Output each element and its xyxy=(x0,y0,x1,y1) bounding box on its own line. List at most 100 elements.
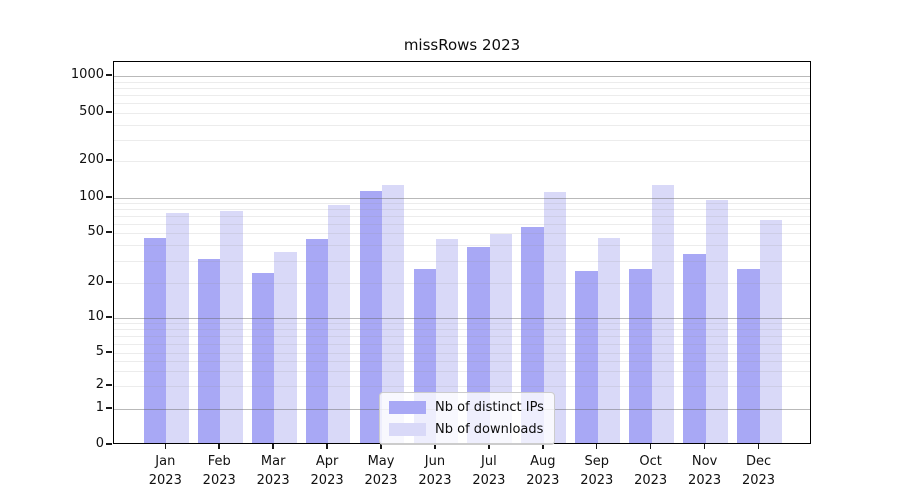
gridline-minor-400 xyxy=(114,124,810,126)
x-tick-label-mar: Mar 2023 xyxy=(256,454,290,488)
y-tick-label-2: 2 xyxy=(95,377,104,392)
chart-title: missRows 2023 xyxy=(403,36,521,54)
gridline-minor-600 xyxy=(114,103,810,105)
y-tick-label-100: 100 xyxy=(79,189,104,204)
gridline-minor-50 xyxy=(114,233,810,234)
gridline-minor-7 xyxy=(114,336,810,337)
x-tick-label-jul: Jul 2023 xyxy=(472,454,506,488)
bar-nb-of-distinct-ips-apr xyxy=(305,239,329,443)
x-tick-label-aug: Aug 2023 xyxy=(526,454,560,488)
x-tick-label-jun: Jun 2023 xyxy=(418,454,452,488)
gridline-minor-5 xyxy=(114,353,810,354)
bar-nb-of-distinct-ips-may xyxy=(359,190,382,443)
bar-nb-of-distinct-ips-sep xyxy=(575,271,598,443)
y-tick-mark-2 xyxy=(106,384,112,386)
y-tick-label-200: 200 xyxy=(79,152,104,167)
x-tick-label-oct: Oct 2023 xyxy=(634,454,668,488)
y-tick-mark-5 xyxy=(106,351,112,353)
x-tick-label-sep: Sep 2023 xyxy=(580,454,614,488)
plot-area: Nb of distinct IPs Nb of downloads xyxy=(113,61,811,445)
y-tick-mark-0 xyxy=(106,443,112,445)
gridline-major-1000 xyxy=(114,76,810,77)
bar-nb-of-distinct-ips-feb xyxy=(197,258,221,443)
y-tick-mark-20 xyxy=(106,281,112,283)
y-tick-mark-100 xyxy=(106,196,112,198)
y-tick-label-1000: 1000 xyxy=(70,67,104,82)
gridline-major-100 xyxy=(114,198,810,199)
gridline-minor-90 xyxy=(114,203,810,205)
gridline-minor-200 xyxy=(114,161,810,162)
bar-nb-of-downloads-may xyxy=(382,184,405,443)
bar-nb-of-downloads-mar xyxy=(274,252,297,443)
y-tick-label-1: 1 xyxy=(95,400,104,415)
y-tick-mark-1000 xyxy=(106,74,112,76)
gridline-minor-8 xyxy=(114,329,810,331)
y-tick-mark-10 xyxy=(106,316,112,318)
bar-nb-of-downloads-dec xyxy=(759,220,782,443)
x-tick-mark-jun xyxy=(434,444,436,449)
gridline-minor-900 xyxy=(114,81,810,83)
y-tick-mark-1 xyxy=(106,407,112,409)
bar-nb-of-distinct-ips-dec xyxy=(737,268,760,443)
gridline-minor-3 xyxy=(114,371,810,373)
x-tick-mark-dec xyxy=(757,444,760,449)
gridline-minor-60 xyxy=(114,223,810,225)
x-tick-mark-mar xyxy=(272,444,274,449)
bar-nb-of-distinct-ips-oct xyxy=(629,268,652,443)
y-tick-label-0: 0 xyxy=(95,436,104,451)
bar-nb-of-downloads-aug xyxy=(543,192,567,443)
gridline-minor-30 xyxy=(114,260,810,262)
x-tick-mark-oct xyxy=(649,444,652,449)
x-tick-mark-sep xyxy=(595,444,598,449)
bar-nb-of-distinct-ips-jan xyxy=(143,237,167,443)
bar-nb-of-distinct-ips-nov xyxy=(683,253,706,443)
y-tick-label-50: 50 xyxy=(87,224,104,239)
x-tick-mark-nov xyxy=(703,444,706,449)
x-tick-mark-may xyxy=(380,444,382,449)
gridline-minor-500 xyxy=(114,113,810,114)
gridline-minor-2 xyxy=(114,386,810,387)
gridline-minor-4 xyxy=(114,361,810,363)
legend-label-downloads: Nb of downloads xyxy=(435,422,544,437)
bar-nb-of-downloads-jul xyxy=(489,234,513,443)
gridline-minor-800 xyxy=(114,87,810,89)
x-tick-label-feb: Feb 2023 xyxy=(202,454,236,488)
y-tick-label-20: 20 xyxy=(87,274,104,289)
legend-swatch-distinct-ips xyxy=(389,401,426,414)
gridline-minor-300 xyxy=(114,139,810,141)
x-tick-mark-jul xyxy=(488,444,490,449)
y-tick-mark-50 xyxy=(106,231,112,233)
y-tick-label-5: 5 xyxy=(95,344,104,359)
legend-item-distinct-ips: Nb of distinct IPs xyxy=(389,400,544,415)
legend-swatch-downloads xyxy=(389,423,426,436)
x-tick-mark-aug xyxy=(542,444,544,449)
y-tick-label-500: 500 xyxy=(79,104,104,119)
legend-label-distinct-ips: Nb of distinct IPs xyxy=(435,400,544,415)
bar-nb-of-distinct-ips-aug xyxy=(521,227,544,443)
x-tick-label-jan: Jan 2023 xyxy=(148,454,182,488)
gridline-minor-6 xyxy=(114,343,810,345)
x-tick-label-apr: Apr 2023 xyxy=(310,454,344,488)
x-tick-mark-feb xyxy=(218,444,220,449)
gridline-minor-9 xyxy=(114,323,810,325)
bar-nb-of-downloads-feb xyxy=(220,211,243,443)
legend: Nb of distinct IPs Nb of downloads xyxy=(379,392,555,445)
x-tick-mark-apr xyxy=(326,444,328,449)
bar-nb-of-downloads-oct xyxy=(651,184,675,443)
gridline-minor-40 xyxy=(114,245,810,247)
bar-nb-of-downloads-apr xyxy=(328,204,351,443)
y-tick-label-10: 10 xyxy=(87,309,104,324)
y-tick-mark-200 xyxy=(106,159,112,161)
bar-nb-of-distinct-ips-mar xyxy=(251,273,275,443)
x-tick-label-may: May 2023 xyxy=(364,454,398,488)
x-tick-label-nov: Nov 2023 xyxy=(688,454,722,488)
gridline-minor-80 xyxy=(114,209,810,211)
gridline-minor-70 xyxy=(114,216,810,217)
x-tick-mark-jan xyxy=(164,444,167,449)
y-tick-mark-500 xyxy=(106,111,112,113)
bar-nb-of-downloads-nov xyxy=(705,199,728,443)
gridline-minor-700 xyxy=(114,95,810,97)
bar-nb-of-downloads-sep xyxy=(597,237,621,443)
x-tick-label-dec: Dec 2023 xyxy=(741,454,776,488)
